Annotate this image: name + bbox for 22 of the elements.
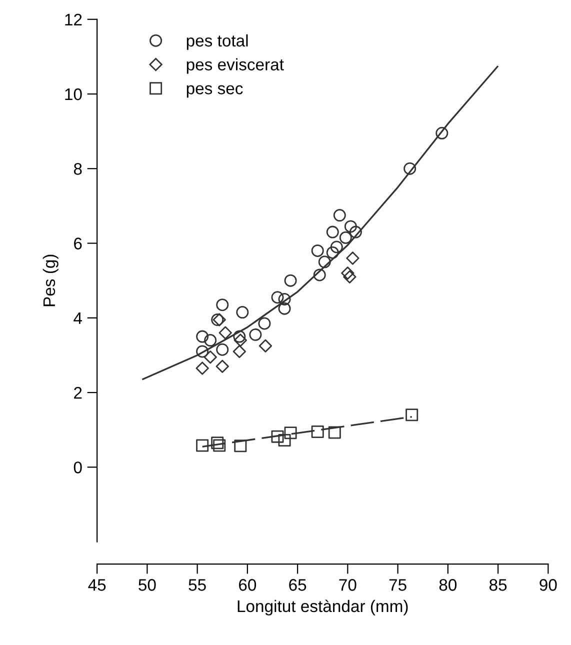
x-tick-label: 55 <box>188 579 206 591</box>
y-tick-label: 2 <box>74 386 82 399</box>
y-axis-title: Pes (g) <box>42 254 58 306</box>
x-tick-label: 45 <box>88 579 106 591</box>
x-tick-label: 60 <box>239 579 256 591</box>
legend-label: pes total <box>186 34 248 50</box>
x-tick-label: 65 <box>289 579 306 591</box>
x-tick-label: 85 <box>489 579 507 591</box>
y-tick-label: 12 <box>65 14 82 26</box>
y-tick-label: 0 <box>74 462 82 474</box>
legend-label: pes eviscerat <box>186 58 284 74</box>
x-tick-label: 90 <box>540 579 557 591</box>
legend-label: pes sec <box>186 85 243 98</box>
x-tick-label: 80 <box>439 579 457 591</box>
x-tick-label: 50 <box>138 579 156 591</box>
x-tick-label: 75 <box>389 579 406 591</box>
y-tick-label: 6 <box>74 238 82 250</box>
y-tick-label: 8 <box>74 163 82 175</box>
x-tick-label: 70 <box>339 579 356 591</box>
y-tick-label: 4 <box>74 312 82 324</box>
x-axis-title: Longitut estàndar (mm) <box>238 600 408 616</box>
y-tick-label: 10 <box>65 88 82 100</box>
